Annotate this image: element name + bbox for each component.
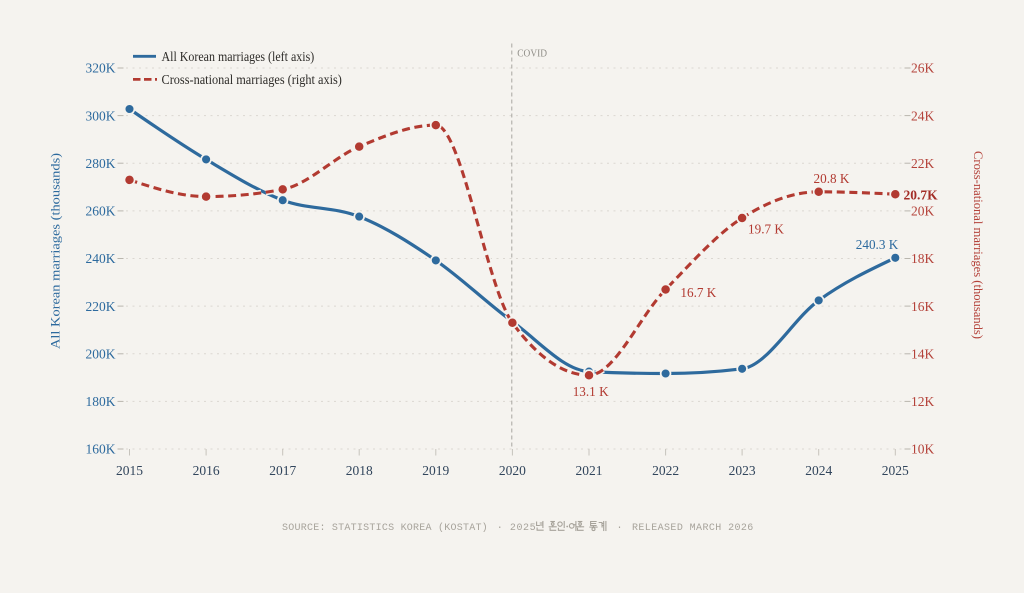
svg-text:26K: 26K [911,61,935,76]
svg-text:14K: 14K [911,346,935,361]
svg-text:2022: 2022 [652,463,679,478]
svg-text:16.7 K: 16.7 K [680,285,716,300]
svg-text:RELEASED MARCH 2026: RELEASED MARCH 2026 [632,523,753,534]
svg-text:2023: 2023 [729,463,756,478]
svg-text:12K: 12K [911,394,935,409]
svg-text:2019: 2019 [422,463,449,478]
svg-text:2018: 2018 [346,463,373,478]
svg-text:200K: 200K [86,346,116,361]
svg-text:24K: 24K [911,108,935,123]
svg-text:20K: 20K [911,204,935,219]
svg-text:160K: 160K [86,442,116,457]
svg-text:20.8 K: 20.8 K [814,171,850,186]
svg-text:·: · [497,523,503,534]
svg-text:Cross-national marriages (thou: Cross-national marriages (thousands) [971,151,986,339]
svg-text:2016: 2016 [193,463,220,478]
svg-text:Cross-national marriages (righ: Cross-national marriages (right axis) [162,72,342,87]
svg-text:13.1 K: 13.1 K [573,384,609,399]
svg-text:2024: 2024 [805,463,832,478]
svg-text:19.7 K: 19.7 K [748,222,784,237]
svg-text:SOURCE: STATISTICS KOREA (KOST: SOURCE: STATISTICS KOREA (KOSTAT) [282,522,488,534]
svg-text:10K: 10K [911,442,935,457]
svg-text:16K: 16K [911,299,935,314]
svg-text:260K: 260K [86,204,116,219]
svg-text:2020: 2020 [499,463,526,478]
svg-text:22K: 22K [911,156,935,171]
svg-text:220K: 220K [86,299,116,314]
svg-text:2017: 2017 [269,463,296,478]
svg-text:280K: 280K [86,156,116,171]
svg-text:240.3 K: 240.3 K [856,237,899,252]
svg-text:18K: 18K [911,251,935,266]
svg-text:20.7K: 20.7K [904,188,939,203]
svg-text:·: · [616,523,622,534]
svg-text:All Korean marriages (thousand: All Korean marriages (thousands) [48,153,63,349]
svg-text:300K: 300K [86,108,116,123]
svg-text:2025: 2025 [510,523,536,534]
svg-text:240K: 240K [86,251,116,266]
svg-text:2015: 2015 [116,463,143,478]
svg-text:180K: 180K [86,394,116,409]
svg-text:2025: 2025 [882,463,909,478]
svg-text:All Korean marriages (left axi: All Korean marriages (left axis) [162,49,315,64]
svg-text:COVID: COVID [517,47,547,59]
svg-text:320K: 320K [86,61,116,76]
svg-text:2021: 2021 [576,463,603,478]
